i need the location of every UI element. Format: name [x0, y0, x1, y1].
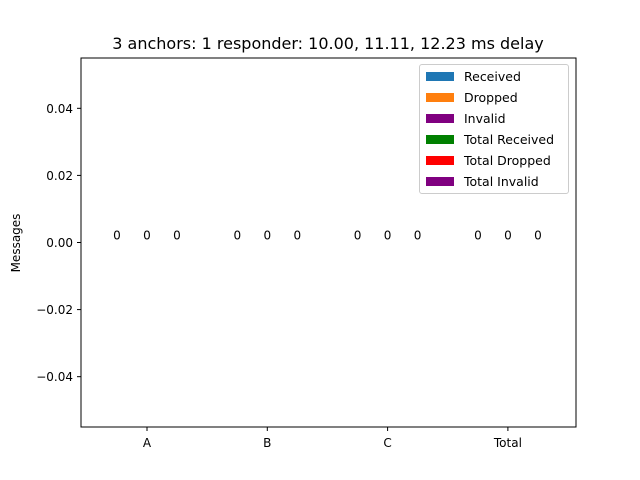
x-tick-label: Total [493, 436, 522, 450]
bar-value-label: 0 [414, 229, 422, 243]
legend-item-total-dropped: Total Dropped [426, 151, 551, 169]
bar-value-label: 0 [293, 229, 301, 243]
x-tick-label: A [143, 436, 152, 450]
bar-value-label: 0 [534, 229, 542, 243]
legend-label: Invalid [464, 110, 506, 126]
legend-label: Total Dropped [464, 152, 551, 168]
bar-value-label: 0 [233, 229, 241, 243]
y-tick-label: 0.04 [46, 102, 73, 116]
legend-label: Dropped [464, 89, 518, 105]
legend-label: Total Received [464, 131, 555, 147]
plot-area-frame [80, 57, 577, 428]
legend-swatch-dropped [426, 92, 454, 102]
y-tick-label: −0.04 [36, 370, 73, 384]
legend-item-received: Received [426, 67, 521, 85]
legend-swatch-received [426, 71, 454, 81]
x-tick-label: C [383, 436, 391, 450]
bar-value-labels: 0 0 0 0 0 0 0 0 0 0 0 0 [113, 229, 542, 243]
legend-label: Received [464, 68, 521, 84]
legend-swatch-total-received [426, 134, 454, 144]
legend-item-total-received: Total Received [426, 130, 554, 148]
legend-item-dropped: Dropped [426, 88, 518, 106]
y-tick-label: 0.00 [46, 236, 73, 250]
bar-value-label: 0 [354, 229, 362, 243]
legend-swatch-total-dropped [426, 155, 454, 165]
legend-swatch-total-invalid [426, 176, 454, 186]
legend-item-total-invalid: Total Invalid [426, 172, 539, 190]
chart-title: 3 anchors: 1 responder: 10.00, 11.11, 12… [112, 34, 543, 53]
bar-value-label: 0 [384, 229, 392, 243]
bar-value-label: 0 [173, 229, 181, 243]
x-tick-label: B [263, 436, 271, 450]
legend: Received Dropped Invalid Total Received … [419, 64, 569, 194]
y-tick-label: 0.02 [46, 169, 73, 183]
bar-value-label: 0 [263, 229, 271, 243]
bar-value-label: 0 [113, 229, 121, 243]
y-axis-label: Messages [9, 214, 23, 273]
legend-label: Total Invalid [464, 173, 539, 189]
bar-value-label: 0 [504, 229, 512, 243]
legend-swatch-invalid [426, 113, 454, 123]
bar-value-label: 0 [143, 229, 151, 243]
bar-value-label: 0 [474, 229, 482, 243]
y-tick-label: −0.02 [36, 303, 73, 317]
legend-item-invalid: Invalid [426, 109, 506, 127]
axis-ticks: 0.04 0.02 0.00 −0.02 −0.04 A B C Total [36, 102, 522, 450]
